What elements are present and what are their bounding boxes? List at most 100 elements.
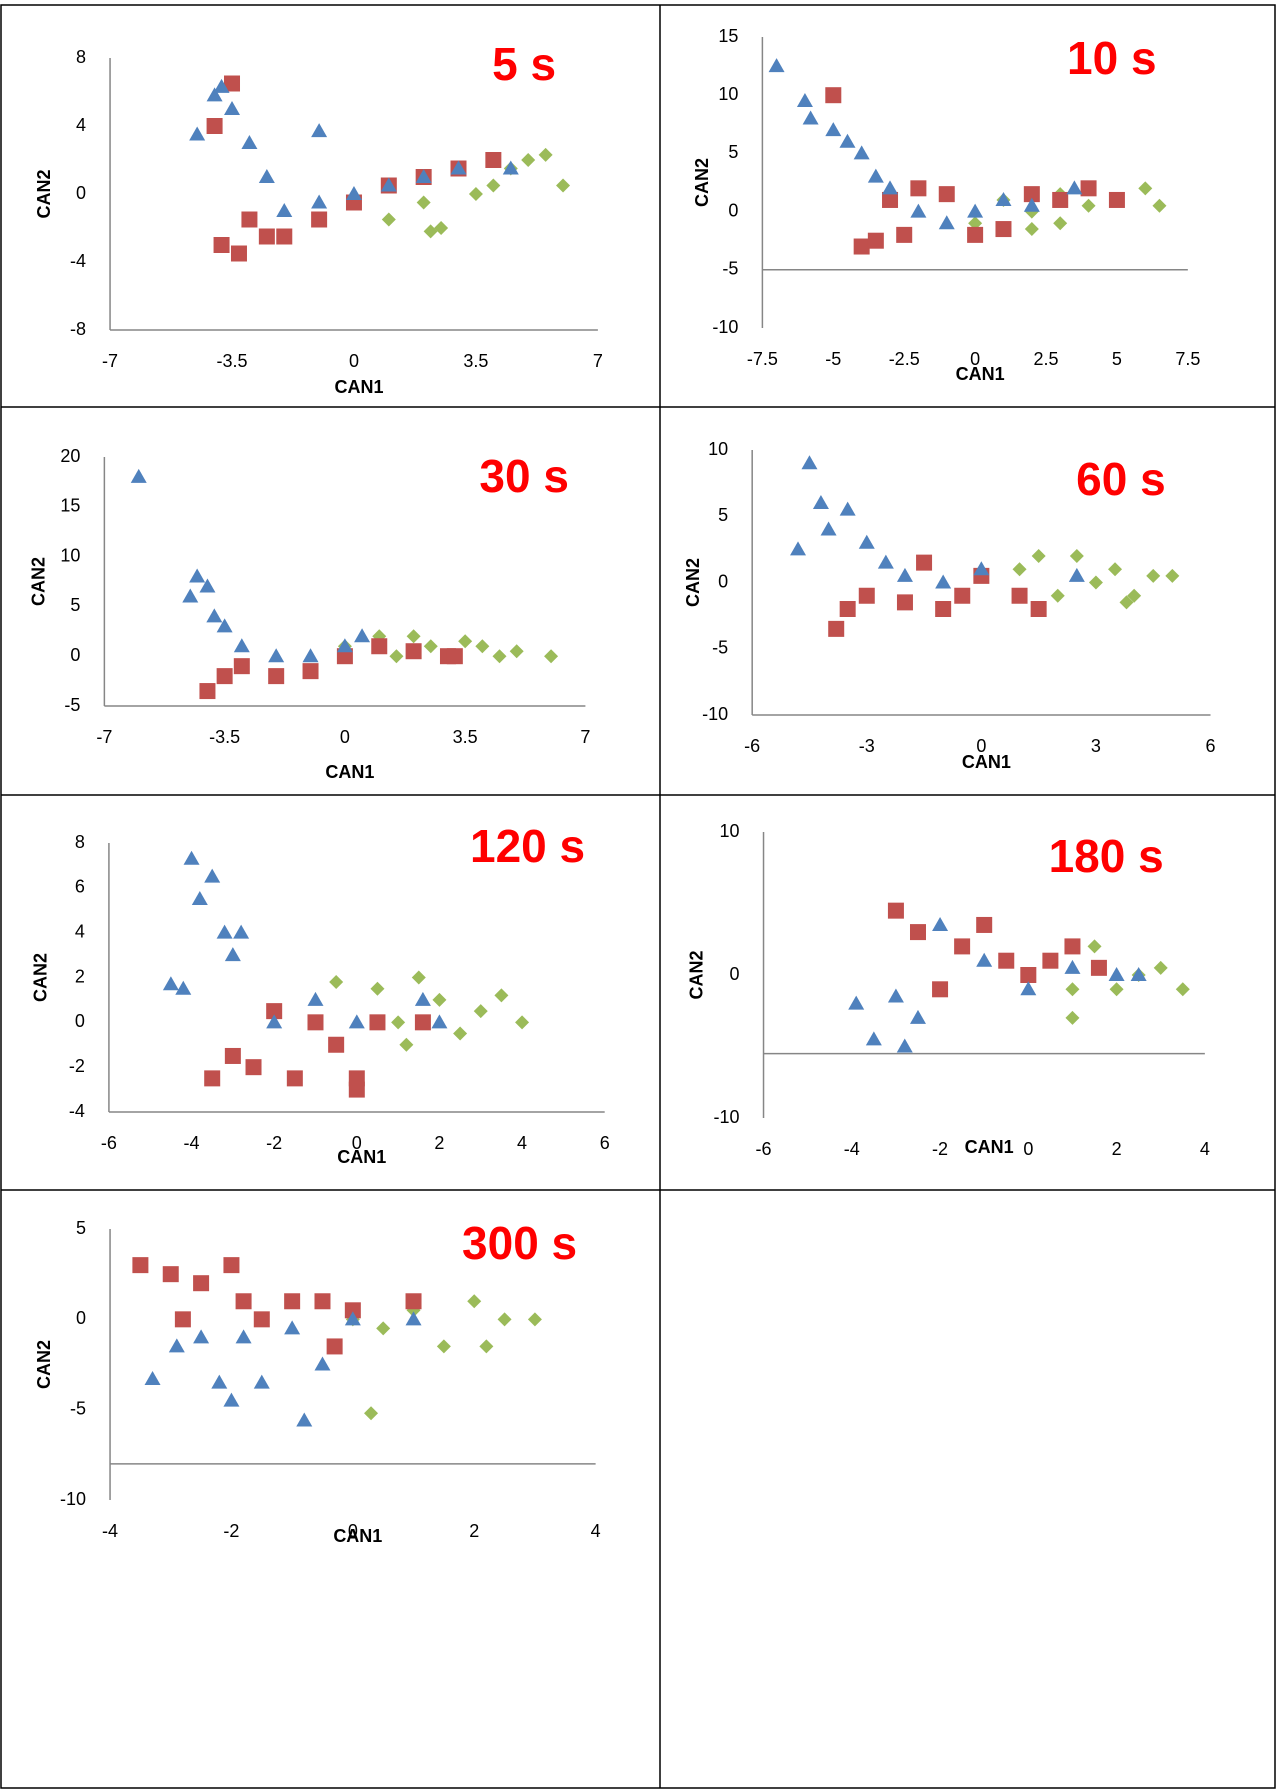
triangle-point xyxy=(801,455,818,470)
x-tick-label: 7.5 xyxy=(1175,349,1200,369)
square-point xyxy=(1023,186,1040,203)
triangle-point xyxy=(348,1014,365,1029)
triangle-point xyxy=(839,133,856,148)
square-point xyxy=(1011,587,1028,604)
square-point xyxy=(995,221,1012,238)
diamond-point xyxy=(538,147,553,162)
square-point xyxy=(954,587,971,604)
triangle-point xyxy=(144,1370,161,1385)
y-tick-label: 4 xyxy=(75,921,85,941)
triangle-point xyxy=(995,191,1012,206)
square-point xyxy=(216,668,233,685)
triangle-point xyxy=(233,924,250,939)
y-tick-label: 10 xyxy=(60,545,80,565)
x-tick-label: 3.5 xyxy=(463,351,488,371)
diamond-point xyxy=(544,649,559,664)
x-axis-label: CAN1 xyxy=(325,762,374,782)
diamond-point xyxy=(1053,216,1068,231)
diamond-point xyxy=(556,178,571,193)
square-point xyxy=(162,1266,179,1283)
y-tick-label: 0 xyxy=(718,571,728,591)
triangle-point xyxy=(865,1031,882,1046)
x-tick-label: -7.5 xyxy=(747,349,778,369)
triangle-point xyxy=(967,203,984,218)
y-tick-label: -10 xyxy=(712,317,738,337)
square-point xyxy=(193,1275,210,1292)
diamond-point xyxy=(434,221,449,235)
square-point xyxy=(887,902,904,919)
triangle-point xyxy=(790,541,807,556)
square-point xyxy=(328,1036,345,1053)
diamond-point xyxy=(1175,982,1190,997)
x-axis-label: CAN1 xyxy=(337,1147,386,1167)
x-tick-label: -6 xyxy=(744,736,760,756)
diamond-point xyxy=(1031,549,1046,563)
triangle-point xyxy=(276,203,293,217)
diamond-point xyxy=(497,1312,512,1327)
y-tick-label: 8 xyxy=(75,832,85,852)
triangle-point xyxy=(354,628,371,643)
triangle-point xyxy=(976,952,993,967)
square-point xyxy=(1064,938,1081,955)
triangle-point xyxy=(241,135,258,149)
y-tick-label: 5 xyxy=(718,505,728,525)
triangle-point xyxy=(162,976,179,991)
x-tick-label: -4 xyxy=(844,1139,860,1159)
square-point xyxy=(932,981,949,998)
x-axis-label: CAN1 xyxy=(956,364,1005,384)
square-point xyxy=(446,648,463,665)
triangle-point xyxy=(431,1014,448,1029)
x-tick-label: 0 xyxy=(970,349,980,369)
diamond-point xyxy=(1152,198,1167,213)
y-tick-label: -4 xyxy=(70,251,86,271)
x-axis-label: CAN1 xyxy=(334,377,383,397)
triangle-point xyxy=(191,891,208,906)
diamond-point xyxy=(1165,568,1180,583)
triangle-point xyxy=(224,101,241,115)
panel-title: 120 s xyxy=(470,820,585,872)
y-tick-label: 2 xyxy=(75,966,85,986)
panel-title: 300 s xyxy=(462,1217,577,1269)
square-point xyxy=(302,663,319,680)
x-tick-label: -2.5 xyxy=(889,349,920,369)
y-tick-label: -2 xyxy=(69,1056,85,1076)
square-point xyxy=(909,924,926,941)
square-point xyxy=(910,180,927,197)
scatter-chart: -4 -2 0 2 4 6 8 -6 -4 -2 0 2 4 6 CAN1 CAN2 120 s xyxy=(31,820,610,1167)
diamond-point xyxy=(1108,562,1123,577)
y-tick-label: 0 xyxy=(75,1011,85,1031)
square-point xyxy=(284,1293,301,1310)
x-tick-label: 2 xyxy=(434,1133,444,1153)
square-point xyxy=(896,594,913,611)
y-tick-label: -4 xyxy=(69,1101,85,1121)
diamond-point xyxy=(1065,1010,1080,1025)
square-point xyxy=(935,601,952,617)
triangle-point xyxy=(206,87,223,102)
scatter-chart: -5 0 5 10 15 20 -7 -3.5 0 3.5 7 CAN1 CAN2 30 s xyxy=(28,446,590,782)
diamond-point xyxy=(406,629,421,644)
triangle-point xyxy=(839,501,856,516)
diamond-point xyxy=(1081,198,1096,213)
square-point xyxy=(976,916,993,933)
triangle-point xyxy=(768,58,785,73)
triangle-point xyxy=(336,638,353,653)
triangle-point xyxy=(233,638,250,653)
square-point xyxy=(414,1014,431,1031)
x-tick-label: 2 xyxy=(469,1521,479,1541)
square-point xyxy=(858,587,875,604)
x-tick-label: 0 xyxy=(340,727,350,747)
y-tick-label: -10 xyxy=(714,1107,740,1127)
triangle-point xyxy=(193,1329,210,1344)
y-tick-label: 10 xyxy=(719,821,739,841)
square-point xyxy=(253,1311,270,1328)
triangle-point xyxy=(213,78,230,93)
y-tick-label: 0 xyxy=(730,964,740,984)
square-point xyxy=(371,638,388,655)
square-point xyxy=(266,1003,283,1020)
square-point xyxy=(882,191,899,208)
triangle-point xyxy=(877,554,894,569)
triangle-point xyxy=(887,988,904,1003)
triangle-point xyxy=(182,588,199,603)
square-point xyxy=(276,228,293,245)
square-point xyxy=(311,211,328,228)
